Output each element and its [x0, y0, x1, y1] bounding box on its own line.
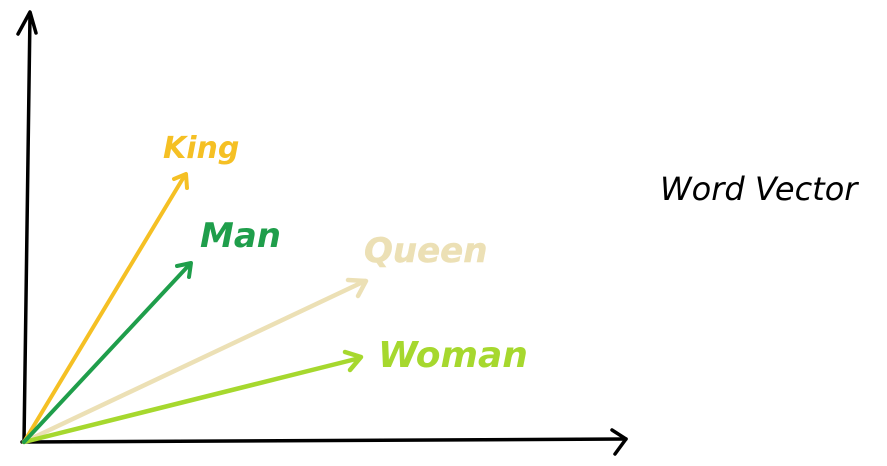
vector-woman-line: [21, 355, 363, 445]
axes: [16, 10, 628, 456]
diagram-title: Word Vector: [660, 170, 859, 208]
vector-king: [22, 172, 189, 444]
vector-man-arrowhead: [175, 261, 193, 279]
vector-label-woman: Woman: [378, 335, 528, 376]
vector-queen: [21, 277, 369, 445]
x-axis: [20, 437, 628, 444]
vector-king-arrowhead: [172, 172, 189, 190]
vector-man: [22, 261, 193, 444]
vector-queen-line: [21, 278, 368, 445]
y-axis: [22, 12, 32, 444]
vector-label-queen: Queen: [364, 231, 487, 271]
vector-man-line: [22, 262, 192, 444]
x-axis-arrowhead: [610, 428, 628, 456]
vector-woman-arrowhead: [342, 349, 364, 373]
vector-label-man: Man: [200, 216, 281, 256]
vector-king-line: [22, 173, 187, 444]
y-axis-arrowhead: [16, 10, 38, 36]
vector-label-king: King: [163, 131, 239, 166]
vector-woman: [21, 349, 364, 445]
vector-queen-arrowhead: [345, 277, 369, 299]
